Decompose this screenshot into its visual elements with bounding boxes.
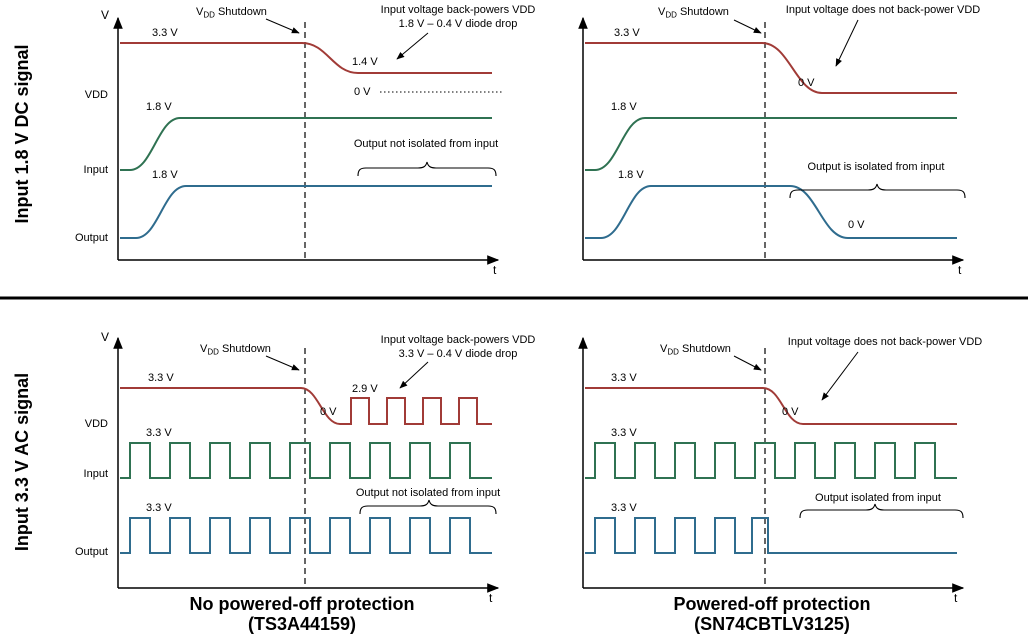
annotation-line1: Input voltage back-powers VDD: [381, 4, 536, 16]
vdd-trace: [120, 387, 492, 425]
annotation-line2: 3.3 V – 0.4 V diode drop: [399, 348, 518, 360]
vdd-zero-label: 0 V: [320, 406, 337, 418]
input-signal-label: Input: [84, 164, 108, 176]
output-zero-label: 0 V: [848, 219, 865, 231]
vdd-trace: [585, 387, 957, 425]
vdd-zero-label: 0 V: [782, 406, 799, 418]
input-signal-label: Input: [84, 468, 108, 480]
output-level-label: 1.8 V: [152, 169, 178, 181]
vdd-back-power-label: 1.4 V: [352, 56, 378, 68]
output-signal-label: Output: [75, 232, 108, 244]
row-label-dc-signal: Input 1.8 V DC signal: [12, 44, 32, 223]
input-trace: [585, 442, 957, 479]
panel-ac-right: t VDD Shutdown Input voltage does not ba…: [578, 336, 983, 605]
brace-label: Output not isolated from input: [356, 487, 500, 499]
output-level-label: 1.8 V: [618, 169, 644, 181]
input-trace: [120, 117, 492, 171]
column-device-sn74cbtlv3125: (SN74CBTLV3125): [694, 614, 850, 634]
vdd-shutdown-label: VDD Shutdown: [660, 343, 731, 357]
panel-dc-right: t VDD Shutdown Input voltage does not ba…: [578, 4, 981, 277]
annotation-arrow: [835, 19, 859, 67]
output-level-label: 3.3 V: [146, 502, 172, 514]
vdd-level-label: 3.3 V: [614, 27, 640, 39]
output-trace: [120, 517, 492, 554]
output-trace: [120, 185, 492, 239]
vdd-level-label: 3.3 V: [152, 27, 178, 39]
brace-label: Output isolated from input: [815, 492, 941, 504]
output-trace: [585, 517, 957, 554]
annotation-line1: Input voltage does not back-power VDD: [788, 336, 983, 348]
input-level-label: 1.8 V: [611, 101, 637, 113]
shutdown-arrow: [733, 355, 762, 371]
brace: [357, 161, 497, 177]
shutdown-arrow: [265, 18, 300, 34]
annotation-arrow: [399, 361, 429, 389]
vdd-level-label: 3.3 V: [148, 372, 174, 384]
t-axis-label: t: [493, 263, 497, 277]
brace-label: Output is isolated from input: [808, 161, 945, 173]
input-level-label: 3.3 V: [146, 427, 172, 439]
vdd-back-power-label: 2.9 V: [352, 383, 378, 395]
output-trace: [585, 185, 957, 239]
shutdown-arrow: [733, 19, 762, 34]
annotation-line1: Input voltage does not back-power VDD: [786, 4, 981, 16]
v-axis-label: V: [101, 8, 109, 22]
zero-ref-label: 0 V: [354, 86, 371, 98]
annotation-arrow: [821, 351, 859, 401]
panel-dc-left: V t VDD Shutdown Input voltage back-powe…: [75, 4, 535, 277]
column-title-no-protection: No powered-off protection: [190, 594, 415, 614]
input-level-label: 1.8 V: [146, 101, 172, 113]
column-title-protection: Powered-off protection: [674, 594, 871, 614]
vdd-signal-label: VDD: [85, 89, 108, 101]
annotation-arrow: [396, 32, 429, 60]
vdd-shutdown-label: VDD Shutdown: [196, 6, 267, 20]
output-signal-label: Output: [75, 546, 108, 558]
vdd-shutdown-label: VDD Shutdown: [200, 343, 271, 357]
t-axis-label: t: [489, 591, 493, 605]
output-level-label: 3.3 V: [611, 502, 637, 514]
column-device-ts3a44159: (TS3A44159): [248, 614, 356, 634]
vdd-zero-label: 0 V: [798, 77, 815, 89]
panel-ac-left: V t VDD Shutdown Input voltage back-powe…: [75, 330, 535, 605]
row-label-ac-signal: Input 3.3 V AC signal: [12, 373, 32, 551]
brace-label: Output not isolated from input: [354, 138, 498, 150]
vdd-signal-label: VDD: [85, 418, 108, 430]
v-axis-label: V: [101, 330, 109, 344]
brace: [789, 183, 966, 199]
shutdown-arrow: [265, 355, 300, 371]
annotation-line2: 1.8 V – 0.4 V diode drop: [399, 18, 518, 30]
vdd-level-label: 3.3 V: [611, 372, 637, 384]
input-trace: [585, 117, 957, 171]
brace: [799, 503, 964, 519]
vdd-trace: [120, 42, 492, 74]
annotation-line1: Input voltage back-powers VDD: [381, 334, 536, 346]
input-level-label: 3.3 V: [611, 427, 637, 439]
input-trace: [120, 442, 492, 479]
t-axis-label: t: [958, 263, 962, 277]
vdd-shutdown-label: VDD Shutdown: [658, 6, 729, 20]
vdd-trace: [585, 42, 957, 94]
t-axis-label: t: [954, 591, 958, 605]
brace: [359, 499, 497, 515]
